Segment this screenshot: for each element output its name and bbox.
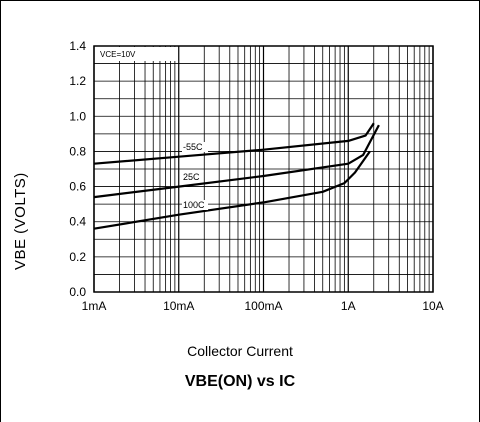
frame-top-border	[0, 0, 480, 1]
y-tick-label: 0.4	[69, 215, 86, 229]
condition-label: VCE=10V	[100, 50, 136, 59]
condition-label-box	[95, 47, 177, 61]
series-label-bg	[182, 172, 202, 182]
series-label: -55C	[183, 142, 203, 152]
y-axis-title: VBE (VOLTS)	[12, 172, 29, 270]
series-line	[93, 122, 375, 165]
series-label: 25C	[183, 172, 200, 182]
x-axis-title: Collector Current	[187, 343, 293, 359]
y-tick-label: 0.2	[69, 250, 86, 264]
y-tick-label: 1.0	[69, 109, 86, 123]
series-line	[93, 124, 380, 199]
series-line	[93, 150, 371, 230]
x-tick-label: 10A	[422, 299, 443, 313]
x-tick-label: 1mA	[82, 299, 107, 313]
x-tick-label: 10mA	[163, 299, 194, 313]
series-label: 100C	[183, 200, 205, 210]
plot-border	[93, 45, 434, 293]
y-tick-label: 0.6	[69, 180, 86, 194]
chart-subtitle: VBE(ON) vs IC	[184, 373, 296, 390]
y-tick-label: 0.8	[69, 144, 86, 158]
x-tick-label: 100mA	[244, 299, 282, 313]
series-label-bg	[182, 200, 208, 210]
y-tick-label: 1.4	[69, 39, 86, 53]
frame-left-border	[0, 0, 1, 422]
y-tick-label: 0.0	[69, 285, 86, 299]
series-label-bg	[182, 142, 208, 152]
y-tick-label: 1.2	[69, 74, 86, 88]
x-tick-label: 1A	[341, 299, 356, 313]
